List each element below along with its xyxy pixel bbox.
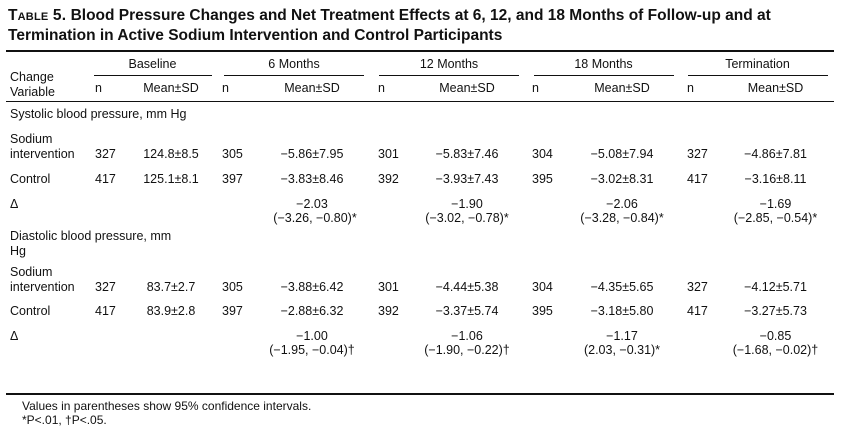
cell: 392 <box>378 172 399 186</box>
cell: 327 <box>95 147 116 161</box>
n-header: n <box>532 81 539 96</box>
delta-cell: −0.85 (−1.68, −0.02)† <box>732 329 819 357</box>
cell: 392 <box>378 304 399 318</box>
cell: 397 <box>222 172 243 186</box>
cell: 327 <box>95 280 116 294</box>
cell: −4.12±5.71 <box>744 280 807 294</box>
cell: 327 <box>687 280 708 294</box>
cell: −3.27±5.73 <box>744 304 807 318</box>
data-table: Change Variable Baseline 6 Months 12 Mon… <box>6 53 834 357</box>
table-title-text: Blood Pressure Changes and Net Treatment… <box>8 7 771 44</box>
cell: 304 <box>532 280 553 294</box>
bottom-rule <box>6 393 834 395</box>
cell: −5.83±7.46 <box>435 147 499 161</box>
delta-cell: −1.06 (−1.90, −0.22)† <box>424 329 510 357</box>
table-row: Sodium intervention 327 83.7±2.7 305 −3.… <box>6 259 834 295</box>
cell: 125.1±8.1 <box>143 172 199 186</box>
cell: −2.88±6.32 <box>280 304 344 318</box>
cell: 305 <box>222 280 243 294</box>
group-header-12-months: 12 Months <box>372 53 526 78</box>
cell: 417 <box>95 172 116 186</box>
mean-sd-header: Mean±SD <box>143 81 199 96</box>
section-title: Diastolic blood pressure, mm Hg <box>10 229 172 258</box>
top-rule <box>6 50 834 52</box>
mean-sd-header: Mean±SD <box>284 81 340 96</box>
cell: 304 <box>532 147 553 161</box>
group-header-baseline: Baseline <box>89 53 216 78</box>
cell: −5.86±7.95 <box>280 147 344 161</box>
delta-label: Δ <box>10 197 19 211</box>
mean-sd-header: Mean±SD <box>439 81 495 96</box>
group-header-18-months: 18 Months <box>526 53 681 78</box>
delta-cell: −1.00 (−1.95, −0.04)† <box>269 329 355 357</box>
cell: 301 <box>378 147 399 161</box>
table-label: Table 5. <box>8 7 67 24</box>
cell: 397 <box>222 304 243 318</box>
cell: 417 <box>687 304 708 318</box>
cell: 417 <box>687 172 708 186</box>
footnote-significance: *P<.01, †P<.05. <box>22 413 107 427</box>
cell: 124.8±8.5 <box>143 147 199 161</box>
delta-cell: −2.03 (−3.26, −0.80)* <box>273 197 357 225</box>
mean-sd-header: Mean±SD <box>747 81 804 96</box>
delta-row: Δ −2.03 (−3.26, −0.80)* −1.90 (−3.02, −0.7… <box>6 187 834 225</box>
cell: 417 <box>95 304 116 318</box>
row-label: Sodium intervention <box>10 132 75 161</box>
cell: −3.88±6.42 <box>280 280 344 294</box>
cell: 305 <box>222 147 243 161</box>
cell: −3.18±5.80 <box>590 304 654 318</box>
delta-cell: −1.69 (−2.85, −0.54)* <box>733 197 818 225</box>
table-title: Table 5. Blood Pressure Changes and Net … <box>8 6 836 46</box>
cell: −4.44±5.38 <box>435 280 499 294</box>
row-label: Sodium intervention <box>10 265 75 294</box>
table-row: Sodium intervention 327 124.8±8.5 305 −5… <box>6 122 834 162</box>
cell: −5.08±7.94 <box>590 147 654 161</box>
cell: −3.83±8.46 <box>280 172 344 186</box>
group-header-termination: Termination <box>681 53 834 78</box>
n-header: n <box>687 81 694 96</box>
n-header: n <box>95 81 102 96</box>
section-title: Systolic blood pressure, mm Hg <box>10 107 187 121</box>
delta-cell: −1.17 (2.03, −0.31)* <box>583 329 661 357</box>
delta-cell: −1.90 (−3.02, −0.78)* <box>425 197 509 225</box>
delta-label: Δ <box>10 329 19 343</box>
cell: −3.37±5.74 <box>435 304 499 318</box>
cell: 395 <box>532 304 553 318</box>
cell: 395 <box>532 172 553 186</box>
cell: −3.93±7.43 <box>435 172 499 186</box>
cell: 83.7±2.7 <box>146 280 196 294</box>
row-label: Control <box>10 304 51 318</box>
cell: 301 <box>378 280 399 294</box>
header-rule <box>6 101 834 102</box>
mean-sd-header: Mean±SD <box>594 81 650 96</box>
group-header-6-months: 6 Months <box>216 53 372 78</box>
footnote-ci: Values in parentheses show 95% confidenc… <box>22 399 312 413</box>
cell: 83.9±2.8 <box>146 304 196 318</box>
n-header: n <box>222 81 229 96</box>
footnotes: Values in parentheses show 95% confidenc… <box>22 399 311 427</box>
cell: −3.16±8.11 <box>744 172 807 186</box>
cell: −4.35±5.65 <box>590 280 654 294</box>
delta-row: Δ −1.00 (−1.95, −0.04)† −1.06 (−1.90, −0.2… <box>6 319 834 357</box>
row-label: Control <box>10 172 51 186</box>
table-row: Control 417 83.9±2.8 397 −2.88±6.32 392 … <box>6 295 834 319</box>
cell: −3.02±8.31 <box>590 172 654 186</box>
change-variable-header: Change Variable <box>10 70 55 99</box>
cell: 327 <box>687 147 708 161</box>
delta-cell: −2.06 (−3.28, −0.84)* <box>580 197 664 225</box>
table-row: Control 417 125.1±8.1 397 −3.83±8.46 392… <box>6 162 834 187</box>
n-header: n <box>378 81 385 96</box>
cell: −4.86±7.81 <box>744 147 807 161</box>
